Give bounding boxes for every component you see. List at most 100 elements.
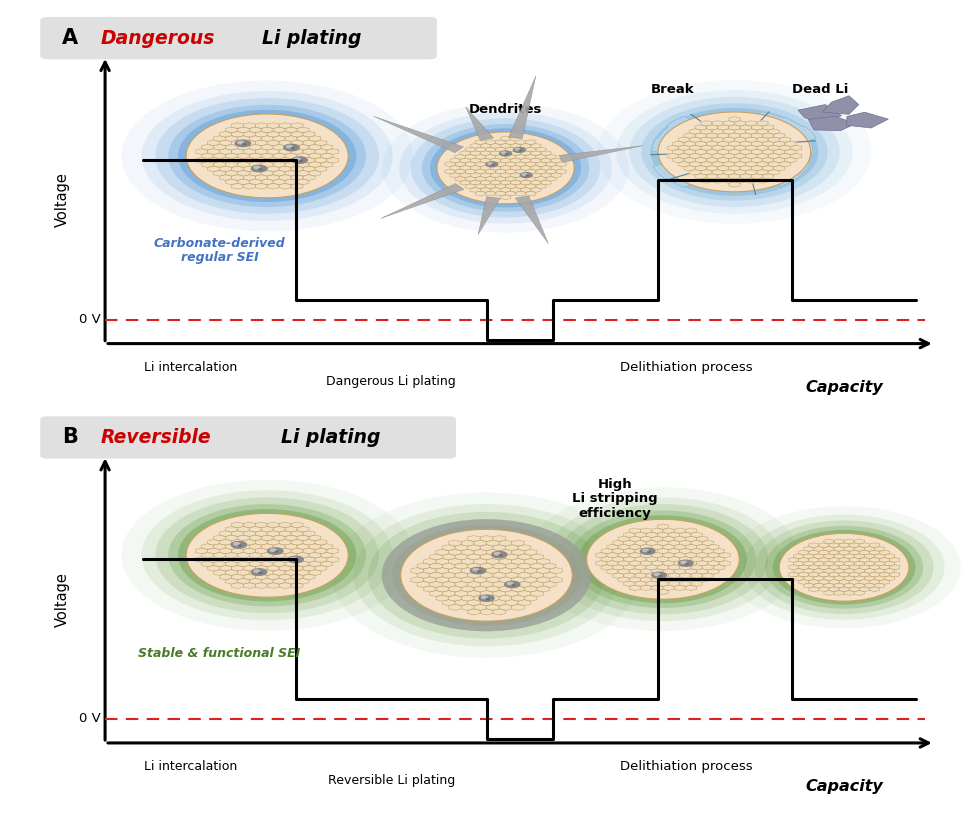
Polygon shape	[536, 155, 546, 160]
Polygon shape	[423, 577, 436, 583]
Polygon shape	[237, 161, 249, 167]
Circle shape	[502, 152, 506, 154]
Polygon shape	[735, 161, 745, 167]
Polygon shape	[201, 144, 213, 150]
Polygon shape	[684, 157, 695, 163]
Circle shape	[478, 570, 481, 572]
Polygon shape	[492, 609, 505, 615]
Text: Stable & functional SEI: Stable & functional SEI	[138, 646, 301, 659]
Polygon shape	[505, 554, 518, 560]
Polygon shape	[500, 151, 511, 156]
Polygon shape	[844, 547, 854, 552]
Polygon shape	[465, 183, 475, 188]
Polygon shape	[486, 567, 499, 574]
Polygon shape	[864, 554, 875, 559]
Polygon shape	[798, 104, 842, 122]
Polygon shape	[663, 569, 674, 575]
Polygon shape	[226, 170, 237, 176]
Ellipse shape	[141, 491, 393, 620]
Circle shape	[685, 563, 688, 565]
Polygon shape	[279, 183, 291, 189]
Polygon shape	[512, 577, 524, 583]
Polygon shape	[285, 553, 297, 558]
Polygon shape	[794, 575, 804, 580]
Polygon shape	[237, 579, 249, 584]
Polygon shape	[490, 143, 500, 148]
Polygon shape	[729, 133, 740, 139]
Polygon shape	[640, 577, 652, 583]
Polygon shape	[226, 144, 237, 150]
Polygon shape	[703, 565, 713, 570]
Polygon shape	[624, 548, 634, 554]
Polygon shape	[516, 183, 525, 188]
Polygon shape	[492, 600, 505, 606]
Polygon shape	[220, 574, 232, 579]
Polygon shape	[536, 169, 546, 174]
Polygon shape	[541, 158, 551, 163]
Polygon shape	[255, 183, 268, 189]
Circle shape	[525, 175, 528, 176]
Polygon shape	[285, 161, 297, 167]
Polygon shape	[255, 166, 268, 172]
Polygon shape	[249, 526, 261, 532]
Polygon shape	[854, 568, 864, 573]
Polygon shape	[249, 561, 261, 566]
Polygon shape	[658, 557, 668, 562]
Polygon shape	[685, 569, 697, 575]
Polygon shape	[672, 157, 684, 163]
Polygon shape	[308, 144, 321, 150]
Polygon shape	[255, 531, 268, 536]
Polygon shape	[601, 565, 612, 570]
Polygon shape	[889, 565, 900, 570]
Polygon shape	[763, 157, 774, 163]
Ellipse shape	[579, 515, 747, 603]
Polygon shape	[481, 151, 490, 156]
Polygon shape	[518, 554, 530, 560]
Polygon shape	[297, 561, 308, 566]
Polygon shape	[237, 127, 249, 133]
Polygon shape	[436, 577, 449, 583]
Polygon shape	[674, 553, 685, 558]
Polygon shape	[207, 157, 220, 163]
Polygon shape	[207, 540, 220, 545]
Polygon shape	[824, 590, 834, 595]
Polygon shape	[291, 148, 303, 155]
Polygon shape	[713, 548, 725, 554]
Polygon shape	[864, 575, 875, 580]
Polygon shape	[506, 191, 516, 196]
Ellipse shape	[525, 487, 800, 631]
Polygon shape	[729, 157, 740, 163]
Polygon shape	[261, 544, 273, 549]
Polygon shape	[243, 140, 255, 146]
Ellipse shape	[755, 521, 933, 614]
Polygon shape	[652, 528, 663, 534]
Polygon shape	[701, 153, 712, 159]
Polygon shape	[455, 563, 468, 569]
Polygon shape	[201, 561, 213, 566]
Polygon shape	[813, 547, 824, 552]
Polygon shape	[809, 565, 819, 570]
Polygon shape	[285, 153, 297, 159]
Polygon shape	[220, 548, 232, 554]
Polygon shape	[695, 141, 706, 147]
Polygon shape	[684, 141, 695, 147]
Polygon shape	[226, 136, 237, 142]
Polygon shape	[486, 540, 499, 546]
Polygon shape	[536, 148, 546, 152]
Polygon shape	[630, 544, 640, 550]
Polygon shape	[740, 133, 751, 139]
Polygon shape	[232, 574, 243, 579]
Polygon shape	[249, 127, 261, 133]
Polygon shape	[213, 170, 226, 176]
Polygon shape	[618, 536, 630, 542]
Text: Break: Break	[651, 83, 695, 96]
Polygon shape	[499, 577, 512, 583]
Polygon shape	[849, 572, 859, 577]
Polygon shape	[207, 140, 220, 146]
Polygon shape	[680, 532, 691, 538]
Polygon shape	[794, 568, 804, 573]
Polygon shape	[255, 131, 268, 137]
Polygon shape	[470, 158, 481, 163]
Polygon shape	[663, 544, 674, 550]
Polygon shape	[443, 591, 455, 597]
